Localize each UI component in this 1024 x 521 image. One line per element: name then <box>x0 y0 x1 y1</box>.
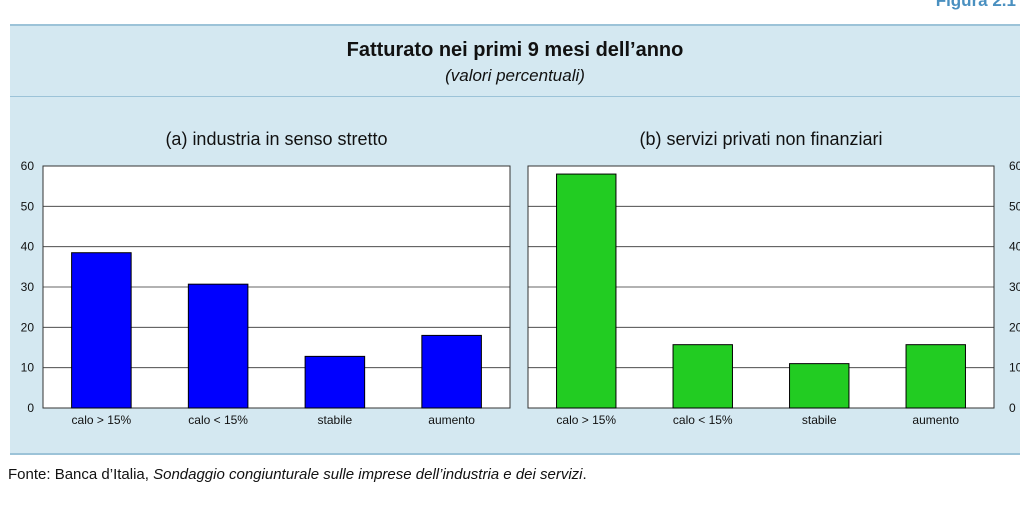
y-tick-label: 20 <box>1009 320 1020 334</box>
x-category-label: aumento <box>428 413 475 427</box>
bar <box>905 344 966 409</box>
y-tick-label: 40 <box>1009 240 1020 254</box>
subplot-title: (a) industria in senso stretto <box>165 129 387 149</box>
x-category-label: stabile <box>802 413 837 427</box>
chart-b: (b) servizi privati non finanziari 0 10 20 3… <box>527 129 1020 427</box>
charts-canvas: (a) industria in senso stretto 0 10 20 30 40 5… <box>21 129 1020 427</box>
y-tick-label: 60 <box>1009 159 1020 173</box>
x-category-label: aumento <box>912 413 959 427</box>
x-category-label: stabile <box>318 413 353 427</box>
bar <box>71 252 132 409</box>
bar <box>304 355 366 409</box>
subplot-title: (b) servizi privati non finanziari <box>639 129 882 149</box>
y-tick-label: 10 <box>21 361 35 375</box>
x-category-label: calo < 15% <box>188 413 248 427</box>
source-title: Sondaggio congiunturale sulle imprese de… <box>153 466 583 483</box>
y-tick-label: 50 <box>1009 199 1020 213</box>
bar <box>421 334 482 409</box>
x-category-label: calo < 15% <box>673 413 733 427</box>
source-note: Fonte: Banca d’Italia, Sondaggio congiun… <box>8 466 587 483</box>
figure-panel: Fatturato nei primi 9 mesi dell’anno (va… <box>10 24 1020 455</box>
bar <box>187 283 249 409</box>
y-tick-label: 30 <box>21 280 35 294</box>
y-tick-label: 60 <box>21 159 35 173</box>
figure-title: Fatturato nei primi 9 mesi dell’anno <box>346 39 684 61</box>
source-suffix: . <box>582 466 587 483</box>
y-tick-label: 10 <box>1009 361 1020 375</box>
bar <box>556 173 617 409</box>
y-tick-label: 50 <box>21 199 35 213</box>
chart-a: (a) industria in senso stretto 0 10 20 30 40 5… <box>21 129 511 427</box>
figure-subtitle: (valori percentuali) <box>445 66 585 85</box>
y-tick-label: 30 <box>1009 280 1020 294</box>
y-tick-label: 40 <box>21 240 35 254</box>
x-category-label: calo > 15% <box>72 413 132 427</box>
figure-header: Fatturato nei primi 9 mesi dell’anno (va… <box>10 26 1020 97</box>
x-category-label: calo > 15% <box>556 413 616 427</box>
figure-label: Figura 2.1 <box>935 0 1016 10</box>
source-prefix: Fonte: Banca d’Italia, <box>8 466 154 483</box>
bar <box>789 363 850 409</box>
bar <box>672 344 733 409</box>
y-tick-label: 0 <box>27 401 34 415</box>
y-tick-label: 20 <box>21 320 35 334</box>
y-tick-label: 0 <box>1009 401 1016 415</box>
